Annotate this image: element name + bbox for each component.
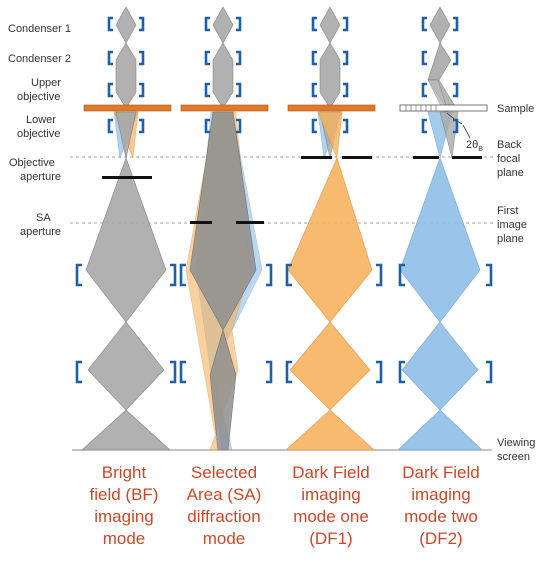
label-two-theta-b: 2θB bbox=[466, 139, 483, 153]
caption-df2: Dark Field imaging mode two (DF2) bbox=[402, 463, 479, 548]
df2-sample bbox=[399, 104, 488, 112]
label-back-focal-plane-line1: Back bbox=[497, 139, 522, 151]
df1-beam-image-2 bbox=[289, 321, 371, 411]
caption-sa: Selected Area (SA) diffraction mode bbox=[187, 463, 262, 548]
sa-aperture-left bbox=[190, 221, 212, 224]
bf-beam-image-2 bbox=[87, 321, 165, 411]
label-back-focal-plane-line2: focal bbox=[497, 153, 520, 165]
df2-beam-image-2 bbox=[401, 321, 479, 411]
caption-sa-line4: mode bbox=[203, 529, 246, 548]
label-objective-aperture-line1: Objective bbox=[9, 157, 55, 169]
bf-beam-condenser bbox=[115, 6, 137, 44]
caption-bf-line2: field (BF) bbox=[90, 485, 159, 504]
df2-beam-screen bbox=[397, 409, 483, 451]
df1-orange-diffracted bbox=[317, 111, 343, 159]
label-lower-objective-line2: objective bbox=[17, 128, 60, 140]
label-sa-aperture-line2: aperture bbox=[20, 226, 61, 238]
df2-beam-condenser bbox=[429, 6, 451, 44]
caption-df1-line3: mode one bbox=[293, 507, 369, 526]
label-objective-aperture-line2: aperture bbox=[20, 171, 61, 183]
sa-sample bbox=[180, 104, 269, 112]
df1-beam-screen bbox=[285, 409, 375, 451]
caption-sa-line3: diffraction bbox=[187, 507, 260, 526]
caption-sa-line2: Area (SA) bbox=[187, 485, 262, 504]
label-condenser-1: Condenser 1 bbox=[8, 23, 71, 35]
bf-column bbox=[81, 6, 172, 451]
df2-angle-pointer bbox=[462, 124, 471, 139]
label-lower-objective-line1: Lower bbox=[26, 114, 56, 126]
label-first-image-plane-line3: plane bbox=[497, 233, 524, 245]
label-first-image-plane-line1: First bbox=[497, 205, 518, 217]
lens-brackets bbox=[75, 16, 493, 384]
df1-objective-aperture-right bbox=[342, 156, 372, 159]
label-condenser-2: Condenser 2 bbox=[8, 53, 71, 65]
df1-beam-upper-objective bbox=[319, 42, 341, 109]
df1-column bbox=[285, 6, 376, 451]
bf-beam-lower-objective bbox=[115, 111, 137, 159]
sa-beam-lower bbox=[209, 328, 237, 451]
caption-df2-line3: mode two bbox=[404, 507, 478, 526]
df1-objective-aperture-left bbox=[301, 156, 332, 159]
label-upper-objective-line2: objective bbox=[17, 91, 60, 103]
caption-bf-line4: mode bbox=[103, 529, 146, 548]
bf-beam-upper-objective bbox=[115, 42, 137, 109]
label-viewing-screen-line2: screen bbox=[497, 451, 530, 463]
caption-df2-line2: imaging bbox=[411, 485, 471, 504]
sa-column bbox=[180, 6, 269, 451]
df2-sample-hatching bbox=[405, 105, 437, 111]
df2-column bbox=[397, 6, 488, 451]
df1-sample bbox=[287, 104, 376, 112]
df2-beam-image-1 bbox=[399, 157, 481, 323]
caption-df1: Dark Field imaging mode one (DF1) bbox=[292, 463, 369, 548]
bf-sample bbox=[83, 104, 172, 112]
df2-objective-aperture-right bbox=[452, 156, 482, 159]
label-sample: Sample bbox=[497, 103, 534, 115]
label-viewing-screen-line1: Viewing bbox=[497, 437, 535, 449]
caption-df1-line1: Dark Field bbox=[292, 463, 369, 482]
df1-beam-image-1 bbox=[287, 157, 373, 323]
caption-df2-line4: (DF2) bbox=[419, 529, 462, 548]
caption-df1-line4: (DF1) bbox=[309, 529, 352, 548]
caption-df2-line1: Dark Field bbox=[402, 463, 479, 482]
label-upper-objective-line1: Upper bbox=[31, 77, 61, 89]
sa-beam-upper-objective bbox=[212, 42, 234, 109]
label-back-focal-plane-line3: plane bbox=[497, 167, 524, 179]
bf-beam-image-1 bbox=[85, 157, 167, 323]
df2-objective-aperture-left bbox=[413, 156, 439, 159]
caption-bf-line1: Bright bbox=[102, 463, 147, 482]
df2-beam-tilted bbox=[427, 42, 452, 81]
two-theta-main: 2θ bbox=[466, 139, 478, 151]
caption-sa-line1: Selected bbox=[191, 463, 257, 482]
sa-aperture-right bbox=[236, 221, 264, 224]
df2-gray-direct bbox=[439, 111, 459, 159]
bf-objective-aperture bbox=[102, 176, 152, 179]
label-first-image-plane-line2: image bbox=[497, 219, 527, 231]
caption-bf: Bright field (BF) imaging mode bbox=[90, 463, 159, 548]
sa-beam-condenser bbox=[212, 6, 234, 44]
sa-beam-main bbox=[189, 111, 257, 331]
bf-beam-screen bbox=[81, 409, 171, 451]
label-sa-aperture-line1: SA bbox=[36, 212, 51, 224]
two-theta-sub: B bbox=[478, 146, 483, 153]
df1-beam-condenser bbox=[319, 6, 341, 44]
caption-df1-line2: imaging bbox=[301, 485, 361, 504]
caption-bf-line3: imaging bbox=[94, 507, 154, 526]
